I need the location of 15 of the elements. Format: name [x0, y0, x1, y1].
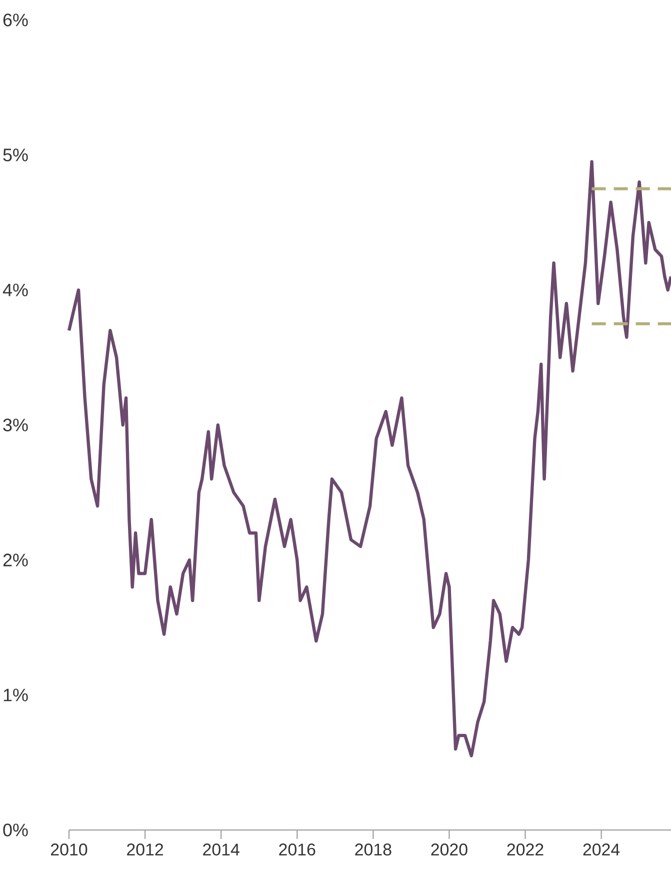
x-tick-label: 2012	[127, 844, 164, 856]
y-tick-label: 3%	[3, 418, 28, 432]
y-tick-label: 4%	[2, 284, 28, 296]
y-tick-label: 5%	[3, 148, 28, 162]
y-tick-label: 0%	[3, 824, 28, 836]
y-tick-label: 6%	[3, 14, 28, 26]
x-tick-label: 2010	[51, 844, 88, 856]
y-tick-label: 1%	[4, 688, 28, 702]
y-tick-label: 2%	[3, 554, 28, 566]
x-tick-label: 2024	[583, 844, 620, 856]
x-tick-label: 2018	[355, 844, 392, 856]
x-tick-label: 2014	[203, 844, 240, 856]
x-tick-label: 2016	[279, 844, 316, 856]
x-tick-label: 2022	[507, 844, 544, 856]
x-tick-label: 2020	[431, 844, 468, 856]
